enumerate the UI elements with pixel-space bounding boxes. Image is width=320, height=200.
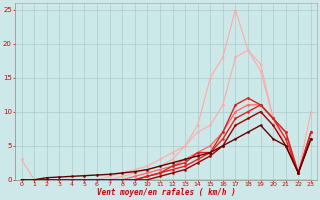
X-axis label: Vent moyen/en rafales ( km/h ): Vent moyen/en rafales ( km/h ) bbox=[97, 188, 236, 197]
